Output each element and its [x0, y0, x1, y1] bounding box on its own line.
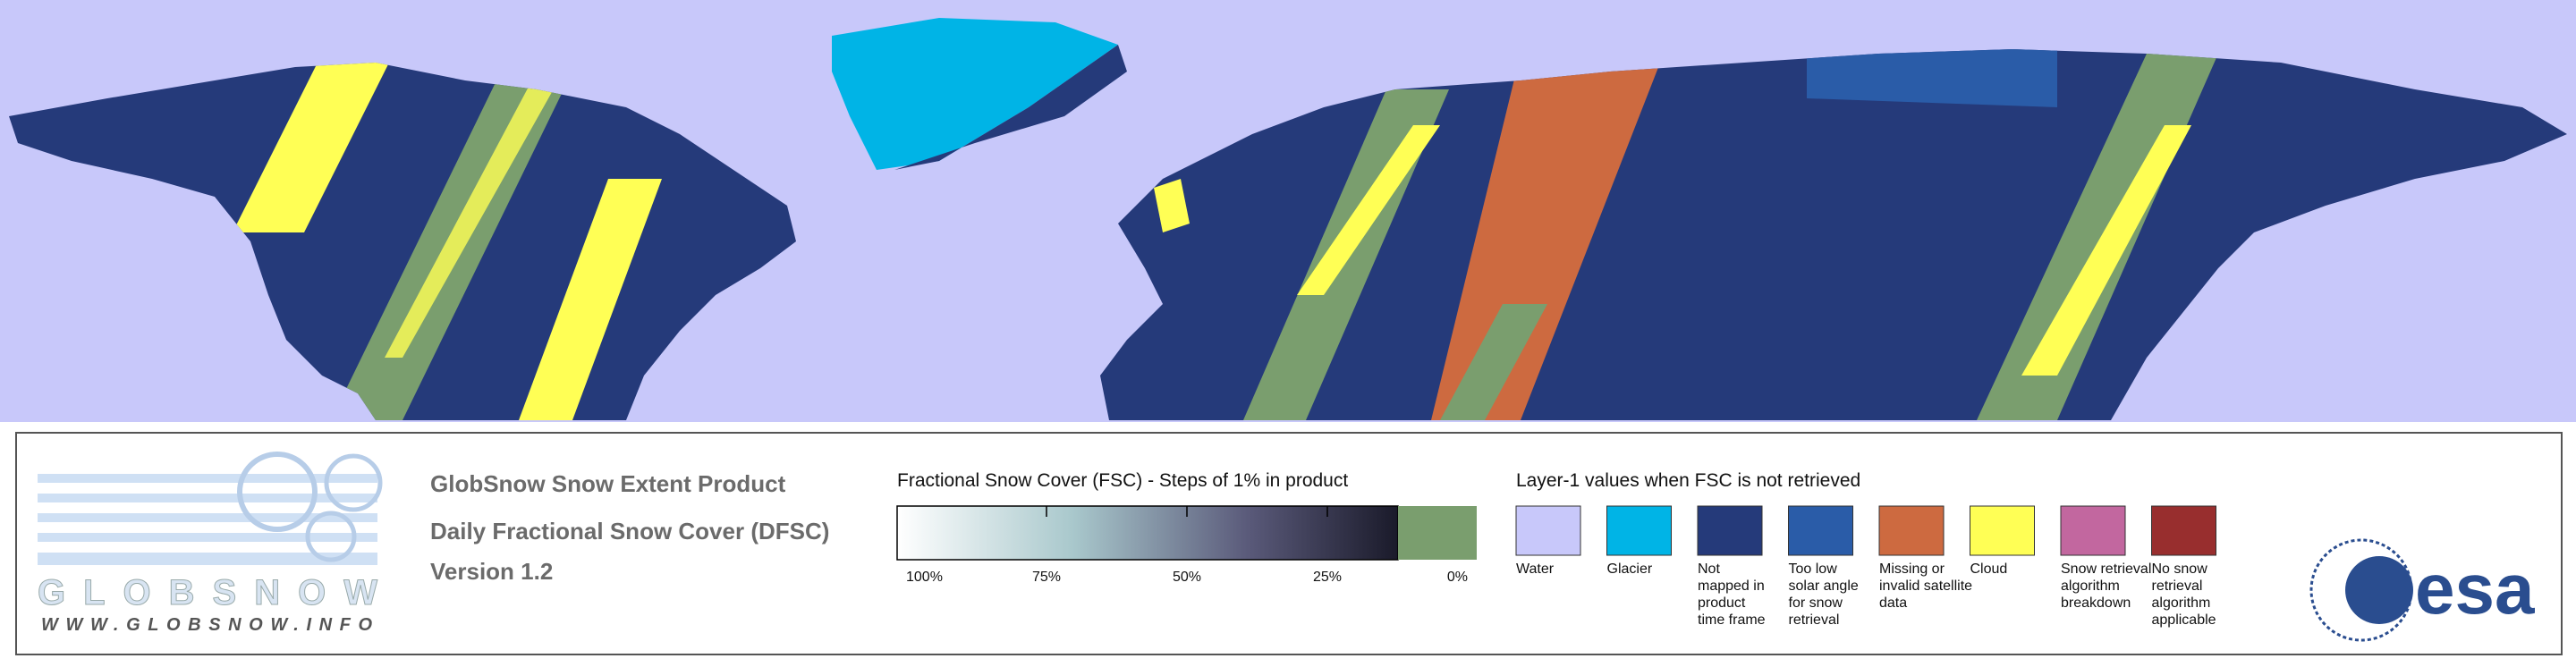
legend-swatch — [1788, 505, 1853, 556]
legend-swatch — [2060, 505, 2126, 556]
legend-label: retrieval — [1789, 612, 1840, 628]
legend-swatch — [1878, 505, 1945, 556]
legend-label: Water — [1516, 561, 1555, 577]
fsc-tick-label: 75% — [1032, 570, 1061, 585]
legend-label: Cloud — [1970, 561, 2008, 577]
legend-label: for snow — [1789, 595, 1843, 611]
fsc-zero — [1398, 506, 1477, 560]
legend-label: breakdown — [2061, 595, 2131, 611]
legend-swatch — [1970, 505, 2035, 556]
fsc-tick-label: 50% — [1173, 570, 1201, 585]
legend-label: Too low — [1789, 561, 1838, 577]
legend-label: invalid satellite — [1879, 578, 1972, 594]
fsc-tick-label: 0% — [1447, 570, 1468, 585]
fsc-title: Fractional Snow Cover (FSC) - Steps of 1… — [897, 470, 1348, 491]
legend-label: Missing or — [1879, 561, 1945, 577]
greenland — [832, 18, 1118, 170]
esa-logo: esa — [2309, 538, 2535, 642]
legend-label: applicable — [2152, 612, 2216, 628]
legend-swatch — [1606, 505, 1672, 556]
header-line: Version 1.2 — [430, 558, 553, 585]
legend-label: time frame — [1698, 612, 1766, 628]
legend-label: Glacier — [1607, 561, 1653, 577]
header-line: GlobSnow Snow Extent Product — [430, 470, 786, 497]
legend-label: algorithm — [2152, 595, 2211, 611]
layer1-title: Layer-1 values when FSC is not retrieved — [1516, 470, 1860, 491]
legend-swatch — [1697, 505, 1763, 556]
legend-label: algorithm — [2061, 578, 2120, 594]
legend-label: data — [1879, 595, 1907, 611]
header-line: Daily Fractional Snow Cover (DFSC) — [430, 518, 829, 545]
legend-label: retrieval — [2152, 578, 2203, 594]
legend-label: mapped in — [1698, 578, 1765, 594]
legend-label: product — [1698, 595, 1746, 611]
legend-label: Snow retrieval — [2061, 561, 2151, 577]
legend-label: solar angle — [1789, 578, 1859, 594]
fsc-gradient — [896, 505, 1399, 561]
esa-name: esa — [2415, 549, 2535, 629]
fsc-tick-label: 100% — [906, 570, 943, 585]
fsc-tick-label: 25% — [1313, 570, 1342, 585]
legend-swatch — [1515, 505, 1581, 556]
legend-label: Not — [1698, 561, 1720, 577]
island — [1154, 179, 1190, 232]
legend-label: No snow — [2152, 561, 2208, 577]
greenland-shadow — [894, 45, 1127, 170]
legend-swatch — [2151, 505, 2216, 556]
